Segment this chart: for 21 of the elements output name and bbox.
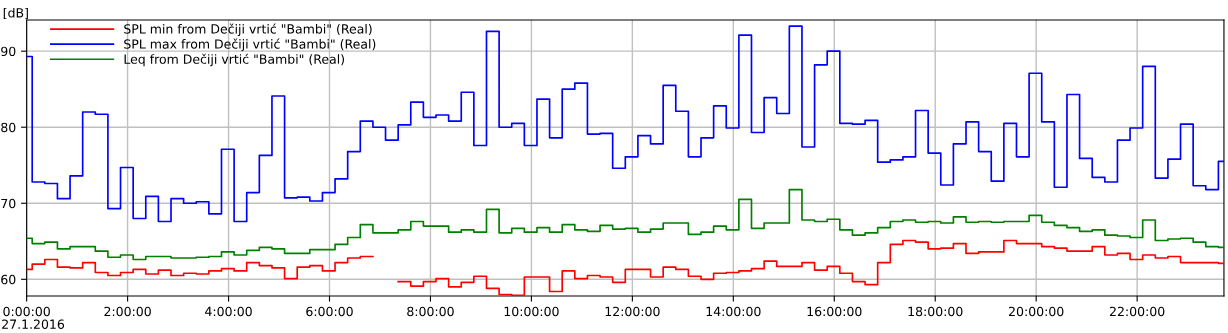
legend-label: Leq from Dečiji vrtić "Bambi" (Real): [124, 53, 345, 67]
y-tick-label: 60: [1, 274, 16, 285]
x-tick-label: 0:00:00: [3, 306, 50, 317]
legend-label: SPL max from Dečiji vrtić "Bambi" (Real): [124, 38, 376, 52]
x-tick-label: 12:00:00: [605, 306, 660, 317]
x-tick-label: 14:00:00: [706, 306, 761, 317]
x-tick-label: 8:00:00: [407, 306, 454, 317]
x-tick-label: 6:00:00: [306, 306, 353, 317]
x-tick-label: 2:00:00: [104, 306, 151, 317]
x-tick-label: 20:00:00: [1009, 306, 1064, 317]
x-tick-label: 22:00:00: [1109, 306, 1165, 317]
y-tick-label: 80: [1, 122, 16, 133]
x-tick-label: 16:00:00: [807, 306, 862, 317]
y-axis-title: [dB]: [3, 7, 28, 20]
x-tick-label: 18:00:00: [908, 306, 963, 317]
legend-label: SPL min from Dečiji vrtić "Bambi" (Real): [124, 23, 372, 37]
x-tick-label: 10:00:00: [504, 306, 559, 317]
x-tick-label: 4:00:00: [205, 306, 252, 317]
y-tick-label: 70: [1, 198, 16, 209]
y-tick-label: 90: [1, 46, 16, 57]
text: 27.1.2016: [2, 319, 65, 329]
